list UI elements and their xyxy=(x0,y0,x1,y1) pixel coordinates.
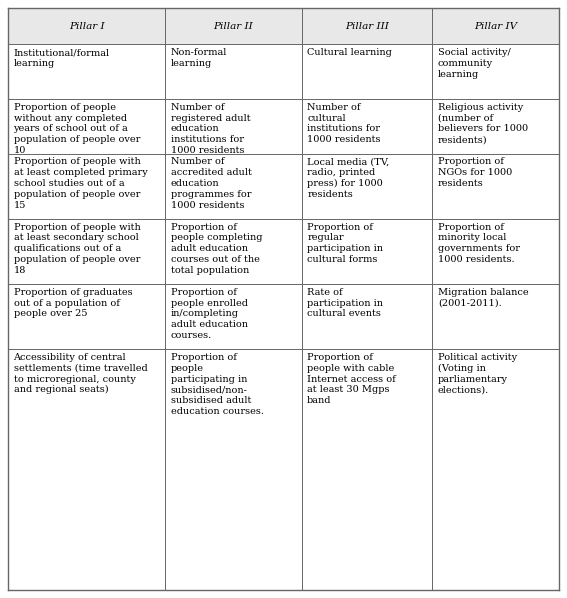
Text: Proportion of
people with cable
Internet access of
at least 30 Mgps
band: Proportion of people with cable Internet… xyxy=(307,353,396,405)
Bar xyxy=(432,349,559,438)
Bar xyxy=(8,44,165,99)
Bar xyxy=(432,284,559,349)
Text: Proportion of
regular
participation in
cultural forms: Proportion of regular participation in c… xyxy=(307,222,383,264)
Text: Local media (TV,
radio, printed
press) for 1000
residents: Local media (TV, radio, printed press) f… xyxy=(307,157,390,199)
Text: Proportion of
NGOs for 1000
residents: Proportion of NGOs for 1000 residents xyxy=(438,157,512,188)
Bar xyxy=(432,99,559,154)
Bar xyxy=(432,44,559,99)
Text: Proportion of people
without any completed
years of school out of a
population o: Proportion of people without any complet… xyxy=(14,103,140,155)
Bar xyxy=(165,8,302,44)
Text: Proportion of graduates
out of a population of
people over 25: Proportion of graduates out of a populat… xyxy=(14,288,132,318)
Bar xyxy=(8,219,165,284)
Text: Proportion of
people
participating in
subsidised/non-
subsidised adult
education: Proportion of people participating in su… xyxy=(171,353,264,416)
Text: Proportion of people with
at least completed primary
school studies out of a
pop: Proportion of people with at least compl… xyxy=(14,157,147,209)
Text: Religious activity
(number of
believers for 1000
residents): Religious activity (number of believers … xyxy=(438,103,528,144)
Bar xyxy=(302,154,432,219)
Bar xyxy=(8,154,165,219)
Bar xyxy=(165,219,302,284)
Bar xyxy=(8,8,165,44)
Text: Social activity/
community
learning: Social activity/ community learning xyxy=(438,48,510,78)
Bar xyxy=(8,99,165,154)
Text: Pillar III: Pillar III xyxy=(345,22,389,30)
Bar xyxy=(432,219,559,284)
Bar xyxy=(302,349,432,438)
Text: Pillar II: Pillar II xyxy=(214,22,253,30)
Bar xyxy=(165,99,302,154)
Bar xyxy=(8,284,165,349)
Bar xyxy=(302,99,432,154)
Bar xyxy=(165,44,302,99)
Bar xyxy=(165,284,302,349)
Text: Accessibility of central
settlements (time travelled
to microregional, county
an: Accessibility of central settlements (ti… xyxy=(14,353,147,395)
Text: Proportion of
people completing
adult education
courses out of the
total populat: Proportion of people completing adult ed… xyxy=(171,222,262,274)
Text: Cultural learning: Cultural learning xyxy=(307,48,392,57)
Text: Number of
registered adult
education
institutions for
1000 residents: Number of registered adult education ins… xyxy=(171,103,250,155)
Bar xyxy=(8,349,165,438)
Text: Institutional/formal
learning: Institutional/formal learning xyxy=(14,48,109,68)
Text: Proportion of people with
at least secondary school
qualifications out of a
popu: Proportion of people with at least secon… xyxy=(14,222,140,274)
Text: Number of
cultural
institutions for
1000 residents: Number of cultural institutions for 1000… xyxy=(307,103,380,144)
Text: Rate of
participation in
cultural events: Rate of participation in cultural events xyxy=(307,288,383,318)
Bar xyxy=(302,284,432,349)
Bar xyxy=(302,8,432,44)
Text: Political activity
(Voting in
parliamentary
elections).: Political activity (Voting in parliament… xyxy=(438,353,517,395)
Bar xyxy=(432,8,559,44)
Text: Non-formal
learning: Non-formal learning xyxy=(171,48,227,68)
Bar xyxy=(432,154,559,219)
Text: Migration balance
(2001-2011).: Migration balance (2001-2011). xyxy=(438,288,528,307)
Bar xyxy=(302,44,432,99)
Bar xyxy=(165,154,302,219)
Bar xyxy=(302,219,432,284)
Bar xyxy=(165,349,302,438)
Text: Proportion of
minority local
governments for
1000 residents.: Proportion of minority local governments… xyxy=(438,222,520,264)
Text: Proportion of
people enrolled
in/completing
adult education
courses.: Proportion of people enrolled in/complet… xyxy=(171,288,248,340)
Text: Pillar I: Pillar I xyxy=(69,22,104,30)
Text: Number of
accredited adult
education
programmes for
1000 residents: Number of accredited adult education pro… xyxy=(171,157,251,209)
Text: Pillar IV: Pillar IV xyxy=(474,22,517,30)
